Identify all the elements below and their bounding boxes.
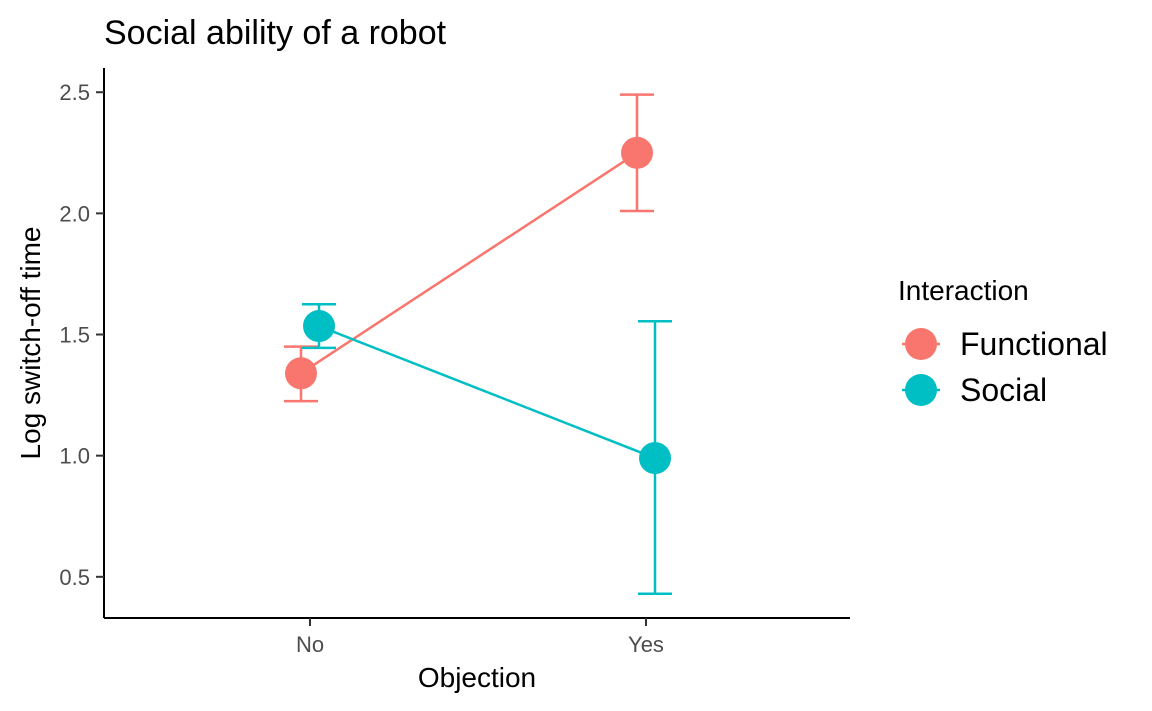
legend-label: Social [960, 372, 1047, 408]
x-tick-label: Yes [628, 632, 664, 657]
y-tick-label: 1.5 [59, 323, 90, 348]
legend: Interaction Functional Social [898, 275, 1108, 408]
data-point [621, 136, 653, 169]
series-line [300, 151, 638, 375]
y-tick-label: 1.0 [59, 444, 90, 469]
series-functional [284, 93, 654, 403]
chart-title: Social ability of a robot [104, 14, 447, 52]
legend-key-point [905, 328, 937, 360]
legend-key-point [905, 374, 937, 406]
x-tick-label: No [296, 632, 324, 657]
y-tick-label: 2.0 [59, 201, 90, 226]
x-axis-title: Objection [418, 662, 536, 693]
data-point [303, 310, 335, 343]
series-line [318, 324, 656, 460]
series-layer [284, 93, 672, 596]
data-point [639, 442, 671, 475]
x-ticks: No Yes [296, 618, 664, 657]
legend-title: Interaction [898, 275, 1029, 306]
y-axis-title: Log switch-off time [15, 227, 46, 460]
legend-label: Functional [960, 326, 1108, 362]
y-tick-label: 0.5 [59, 565, 90, 590]
legend-items: Functional Social [902, 326, 1108, 408]
plot-area: 0.5 1.0 1.5 2.0 2.5 No Yes [59, 68, 850, 657]
legend-item-functional: Functional [902, 326, 1108, 362]
data-point [285, 357, 317, 390]
legend-item-social: Social [902, 372, 1047, 408]
y-ticks: 0.5 1.0 1.5 2.0 2.5 [59, 80, 104, 590]
y-tick-label: 2.5 [59, 80, 90, 105]
series-social [302, 302, 672, 596]
